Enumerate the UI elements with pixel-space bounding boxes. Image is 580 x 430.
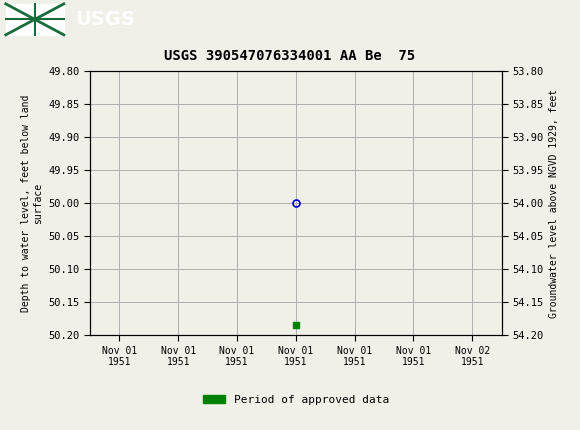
Text: USGS 390547076334001 AA Be  75: USGS 390547076334001 AA Be 75	[164, 49, 416, 64]
Legend: Period of approved data: Period of approved data	[198, 390, 393, 409]
Y-axis label: Groundwater level above NGVD 1929, feet: Groundwater level above NGVD 1929, feet	[549, 89, 559, 318]
Y-axis label: Depth to water level, feet below land
surface: Depth to water level, feet below land su…	[21, 95, 43, 312]
Text: USGS: USGS	[75, 10, 135, 29]
